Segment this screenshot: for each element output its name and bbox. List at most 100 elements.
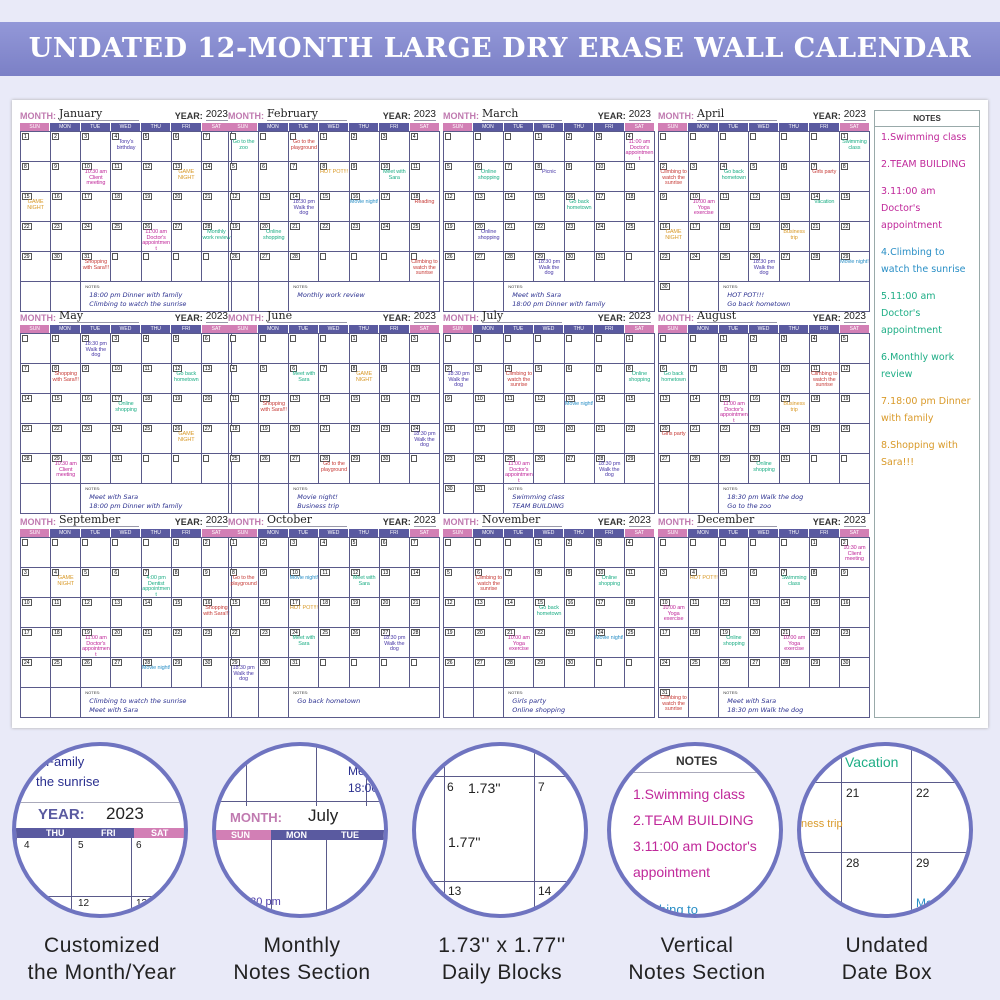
day-cell[interactable] bbox=[229, 334, 260, 364]
day-cell[interactable]: 13 bbox=[659, 394, 690, 424]
day-cell[interactable]: 4 bbox=[624, 538, 655, 568]
day-cell[interactable]: 1 bbox=[229, 538, 260, 568]
day-cell[interactable]: 12 bbox=[839, 364, 870, 394]
day-cell[interactable]: 9 bbox=[659, 192, 690, 222]
day-cell[interactable]: 29 10:30 am Client meeting bbox=[51, 454, 82, 484]
day-cell[interactable]: 11 bbox=[624, 568, 655, 598]
day-cell[interactable]: 9 bbox=[349, 162, 380, 192]
day-cell[interactable]: 23 bbox=[349, 222, 380, 252]
day-cell[interactable]: 3 bbox=[21, 568, 52, 598]
day-cell[interactable]: 9 bbox=[839, 568, 870, 598]
notes-row-cell[interactable] bbox=[21, 484, 52, 514]
day-cell[interactable]: 4 Tony's birthday bbox=[111, 132, 142, 162]
day-cell[interactable] bbox=[171, 454, 202, 484]
day-cell[interactable]: 10 Meet with Sara bbox=[379, 162, 410, 192]
day-cell[interactable]: 2 bbox=[201, 538, 232, 568]
day-cell[interactable]: 29 bbox=[534, 658, 565, 688]
day-cell[interactable]: 24 bbox=[379, 222, 410, 252]
day-cell[interactable]: 23 bbox=[839, 628, 870, 658]
day-cell[interactable]: 25 bbox=[51, 658, 82, 688]
day-cell[interactable]: 5 bbox=[839, 334, 870, 364]
day-cell[interactable]: 8 Go to the playground bbox=[229, 568, 260, 598]
day-cell[interactable] bbox=[689, 334, 720, 364]
day-cell[interactable]: 1 bbox=[719, 334, 750, 364]
month-notes-section[interactable]: NOTES: Go back hometown bbox=[289, 688, 440, 718]
month-name[interactable]: March bbox=[482, 107, 562, 121]
day-cell[interactable]: 25 bbox=[141, 424, 172, 454]
day-cell[interactable]: 1 bbox=[809, 538, 840, 568]
day-cell[interactable]: 12 bbox=[229, 192, 260, 222]
day-cell[interactable]: 19 bbox=[171, 394, 202, 424]
day-cell[interactable]: 29 bbox=[719, 454, 750, 484]
day-cell[interactable]: 26 bbox=[259, 454, 290, 484]
day-cell[interactable]: 26 bbox=[229, 252, 260, 282]
day-cell[interactable] bbox=[409, 454, 440, 484]
day-cell[interactable]: 9 bbox=[444, 394, 475, 424]
day-cell[interactable]: 11 bbox=[624, 162, 655, 192]
day-cell[interactable]: 3 bbox=[289, 538, 320, 568]
day-cell[interactable]: 5 bbox=[229, 162, 260, 192]
day-cell[interactable]: 9 bbox=[564, 568, 595, 598]
day-cell[interactable]: 28 Go to the playground bbox=[319, 454, 350, 484]
day-cell[interactable] bbox=[349, 252, 380, 282]
day-cell[interactable] bbox=[624, 252, 655, 282]
day-cell[interactable]: 6 bbox=[779, 162, 810, 192]
day-cell[interactable]: 10 10:30 am Client meeting bbox=[81, 162, 112, 192]
day-cell[interactable] bbox=[319, 658, 350, 688]
day-cell[interactable]: 11 bbox=[229, 394, 260, 424]
day-cell[interactable]: 18 bbox=[689, 628, 720, 658]
day-cell[interactable]: 25 bbox=[719, 252, 750, 282]
day-cell[interactable]: 15 bbox=[319, 192, 350, 222]
day-cell[interactable]: 2 Climbing to watch the sunrise bbox=[659, 162, 690, 192]
day-cell[interactable]: 18 bbox=[719, 222, 750, 252]
day-cell[interactable]: 1 bbox=[171, 538, 202, 568]
notes-row-cell[interactable] bbox=[51, 688, 82, 718]
day-cell[interactable]: 17 HOT POT!!! bbox=[289, 598, 320, 628]
day-cell[interactable]: 1 bbox=[624, 334, 655, 364]
month-notes-section[interactable]: NOTES: Swimming class TEAM BUILDING bbox=[504, 484, 655, 514]
day-cell[interactable]: 19 11:00 am Doctor's appointment bbox=[81, 628, 112, 658]
day-cell[interactable]: 28 bbox=[21, 454, 52, 484]
day-cell[interactable]: 24 Movie night! bbox=[594, 628, 625, 658]
day-cell[interactable]: 27 bbox=[474, 252, 505, 282]
day-cell[interactable]: 22 bbox=[21, 222, 52, 252]
day-cell[interactable]: 7 bbox=[504, 162, 535, 192]
day-cell[interactable] bbox=[141, 454, 172, 484]
day-cell[interactable]: 11 bbox=[409, 162, 440, 192]
day-cell[interactable]: 20 Business trip bbox=[779, 222, 810, 252]
month-notes-section[interactable]: NOTES: Climbing to watch the sunrise Meet … bbox=[81, 688, 232, 718]
day-cell[interactable]: 14 bbox=[201, 162, 232, 192]
day-cell[interactable] bbox=[719, 132, 750, 162]
year-value[interactable]: 2023 bbox=[205, 109, 228, 121]
day-cell[interactable]: 2 10:30 am Client meeting bbox=[839, 538, 870, 568]
day-cell[interactable]: 25 bbox=[809, 424, 840, 454]
month-notes-section[interactable]: NOTES: Monthly work review bbox=[289, 282, 440, 312]
day-cell[interactable]: 30 bbox=[51, 252, 82, 282]
day-cell[interactable]: 20 bbox=[379, 598, 410, 628]
day-cell[interactable]: 28 Movie night! bbox=[141, 658, 172, 688]
day-cell[interactable]: 6 bbox=[201, 334, 232, 364]
day-cell[interactable]: 19 bbox=[749, 222, 780, 252]
day-cell[interactable] bbox=[474, 132, 505, 162]
day-cell[interactable]: 23 bbox=[259, 628, 290, 658]
day-cell[interactable]: 24 18:30 pm Walk the dog bbox=[409, 424, 440, 454]
day-cell[interactable] bbox=[504, 132, 535, 162]
day-cell[interactable]: 21 bbox=[319, 424, 350, 454]
day-cell[interactable]: 17 bbox=[659, 628, 690, 658]
day-cell[interactable]: 26 bbox=[534, 454, 565, 484]
notes-row-cell[interactable]: 31 bbox=[474, 484, 505, 514]
day-cell[interactable]: 8 GAME NIGHT bbox=[349, 364, 380, 394]
month-name[interactable]: December bbox=[697, 513, 777, 527]
month-notes-section[interactable]: NOTES: 18:30 pm Walk the dog Go to the zoo bbox=[719, 484, 870, 514]
day-cell[interactable]: 7 Girls party bbox=[809, 162, 840, 192]
day-cell[interactable]: 20 bbox=[111, 628, 142, 658]
day-cell[interactable]: Go to the playground bbox=[289, 132, 320, 162]
day-cell[interactable]: 17 bbox=[594, 598, 625, 628]
day-cell[interactable]: 7 bbox=[504, 568, 535, 598]
day-cell[interactable]: 2 bbox=[51, 132, 82, 162]
day-cell[interactable]: 23 bbox=[659, 252, 690, 282]
notes-row-cell[interactable] bbox=[229, 688, 260, 718]
day-cell[interactable]: 14 18:30 pm Walk the dog bbox=[289, 192, 320, 222]
day-cell[interactable]: 6 Online shopping bbox=[474, 162, 505, 192]
day-cell[interactable]: 21 bbox=[289, 222, 320, 252]
